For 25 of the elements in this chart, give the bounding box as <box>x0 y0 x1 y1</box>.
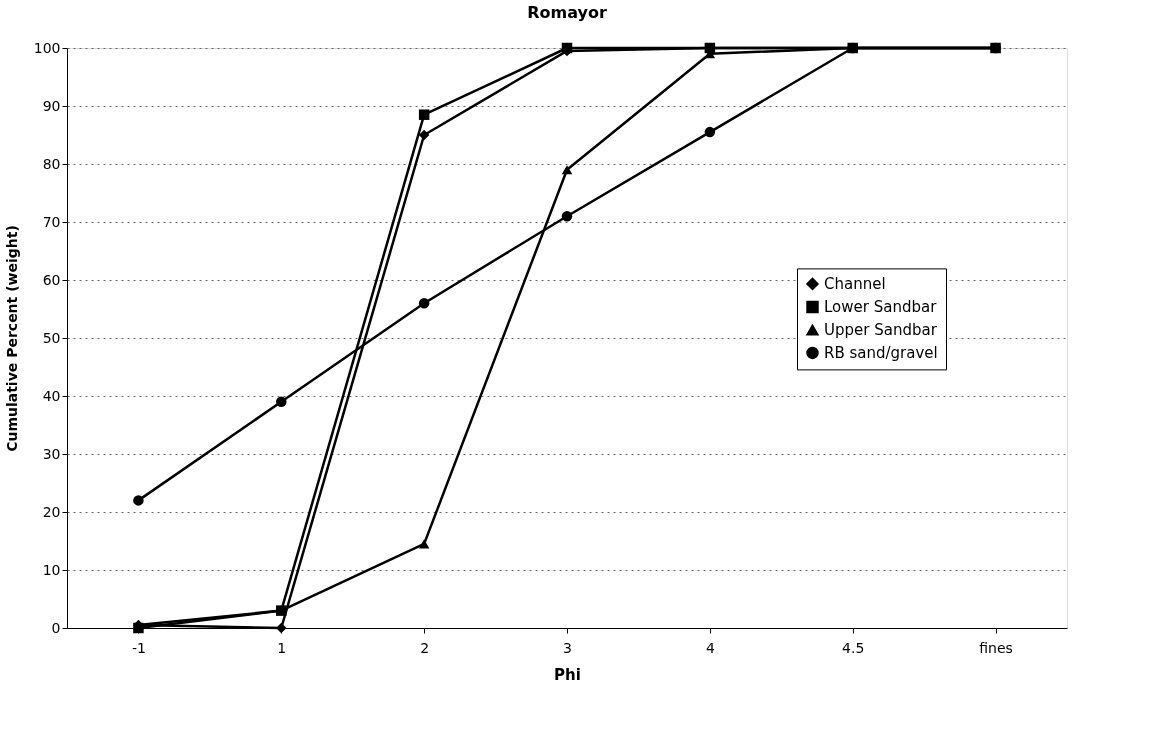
x-tick-label: 3 <box>563 639 572 656</box>
x-tick-label: -1 <box>131 639 146 656</box>
y-tick-label: 100 <box>33 39 61 56</box>
legend-label: Channel <box>824 274 886 293</box>
y-tick-label: 30 <box>42 445 61 462</box>
y-tick-label: 40 <box>42 387 61 404</box>
y-tick-label: 50 <box>42 329 61 346</box>
y-tick-label: 10 <box>42 561 61 578</box>
x-tick-label: 4 <box>705 639 715 656</box>
x-tick-label: 1 <box>277 639 287 656</box>
y-axis-title: Cumulative Percent (weight) <box>3 225 20 452</box>
y-tick-label: 80 <box>42 155 61 172</box>
y-tick-label: 90 <box>42 97 61 114</box>
legend-label: RB sand/gravel <box>824 343 938 362</box>
chart-title: Romayor <box>527 3 607 22</box>
x-tick-label: 2 <box>420 639 430 656</box>
legend-label: Upper Sandbar <box>824 320 938 339</box>
y-tick-label: 60 <box>42 271 61 288</box>
x-tick-label: fines <box>979 639 1013 656</box>
legend-label: Lower Sandbar <box>824 297 938 316</box>
y-tick-label: 20 <box>42 503 61 520</box>
x-axis-title: Phi <box>554 665 581 684</box>
y-tick-label: 0 <box>51 619 61 636</box>
x-tick-label: 4.5 <box>842 639 865 656</box>
y-tick-label: 70 <box>42 213 61 230</box>
